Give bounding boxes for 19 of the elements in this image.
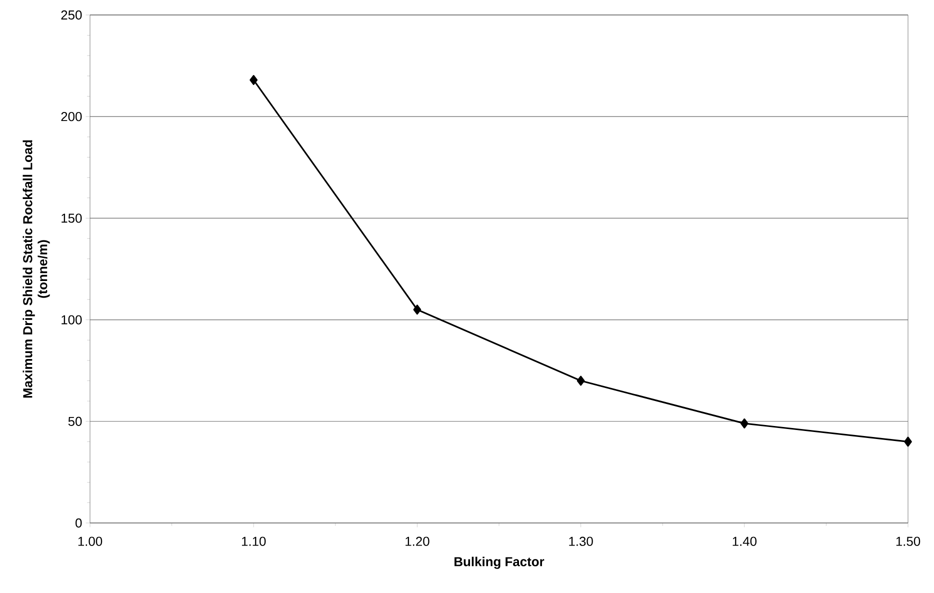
y-tick-label: 250 (61, 10, 82, 20)
y-tick-label: 100 (62, 315, 82, 324)
x-tick-label: 1.40 (732, 536, 757, 546)
point (413, 304, 422, 315)
y-axis-title: Maximum Drip Shield Static Rockfall Load (tonne/m) (22, 140, 50, 398)
y-tick-label: 150 (62, 214, 82, 223)
x-tick-label: 1.10 (242, 536, 266, 546)
x-tick-label: 1.30 (569, 536, 593, 546)
point (904, 436, 912, 447)
y-tick-label: 50 (68, 416, 82, 426)
y-tick-label: 200 (61, 112, 82, 122)
point (576, 376, 585, 386)
point (740, 418, 748, 428)
y-tick-label: 0 (76, 518, 82, 528)
x-tick-label: 1.50 (896, 536, 920, 546)
point (250, 75, 258, 85)
x-tick-label: 1.00 (78, 536, 102, 546)
x-tick-label: 1.20 (406, 536, 430, 546)
x-axis-title: Bulking Factor (454, 556, 544, 569)
